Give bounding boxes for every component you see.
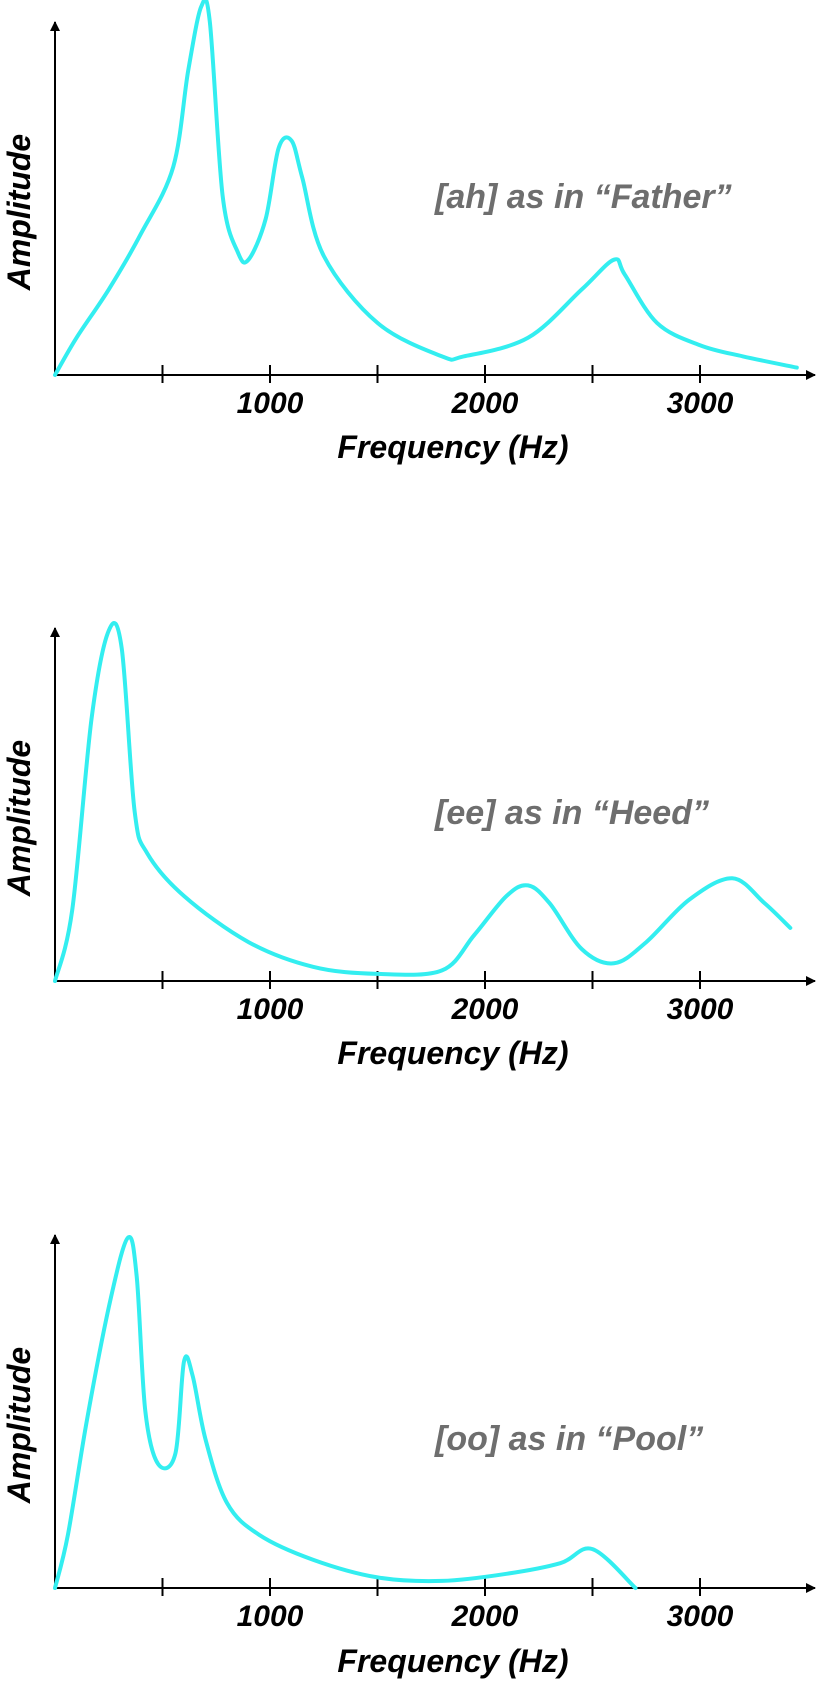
x-axis-label: Frequency (Hz): [337, 429, 568, 465]
x-tick-label: 3000: [667, 993, 734, 1026]
x-axis-label: Frequency (Hz): [337, 1035, 568, 1071]
chart-panel-ah: 1000 2000 3000 Frequency (Hz) Amplitude [a…: [1, 0, 816, 465]
x-tick-label: 3000: [667, 1600, 734, 1633]
x-tick-labels: 1000 2000 3000: [237, 993, 734, 1026]
y-axis-label: Amplitude: [1, 134, 37, 291]
vowel-annotation: [oo] as in “Pool”: [434, 1420, 703, 1458]
series-line: [53, 1234, 638, 1590]
x-tick-label: 1000: [237, 993, 304, 1026]
x-tick-labels: 1000 2000 3000: [237, 1600, 734, 1633]
x-tick-label: 1000: [237, 1600, 304, 1633]
x-tick-marks: [161, 1578, 701, 1596]
y-axis-label: Amplitude: [1, 1347, 37, 1504]
x-tick-label: 2000: [451, 1600, 519, 1633]
x-tick-label: 2000: [451, 993, 519, 1026]
x-tick-label: 3000: [667, 387, 734, 420]
chart-panel-oo: 1000 2000 3000 Frequency (Hz) Amplitude [o…: [1, 1234, 816, 1679]
x-tick-labels: 1000 2000 3000: [237, 387, 734, 420]
chart-panel-ee: 1000 2000 3000 Frequency (Hz) Amplitude [e…: [1, 620, 816, 1071]
series-line: [53, 620, 793, 983]
vowel-annotation: [ah] as in “Father”: [434, 178, 732, 216]
vowel-annotation: [ee] as in “Heed”: [434, 794, 709, 832]
series-line: [53, 0, 799, 377]
x-tick-label: 1000: [237, 387, 304, 420]
x-axis-label: Frequency (Hz): [337, 1643, 568, 1679]
y-axis-label: Amplitude: [1, 740, 37, 897]
x-tick-marks: [161, 365, 701, 383]
x-tick-label: 2000: [451, 387, 519, 420]
